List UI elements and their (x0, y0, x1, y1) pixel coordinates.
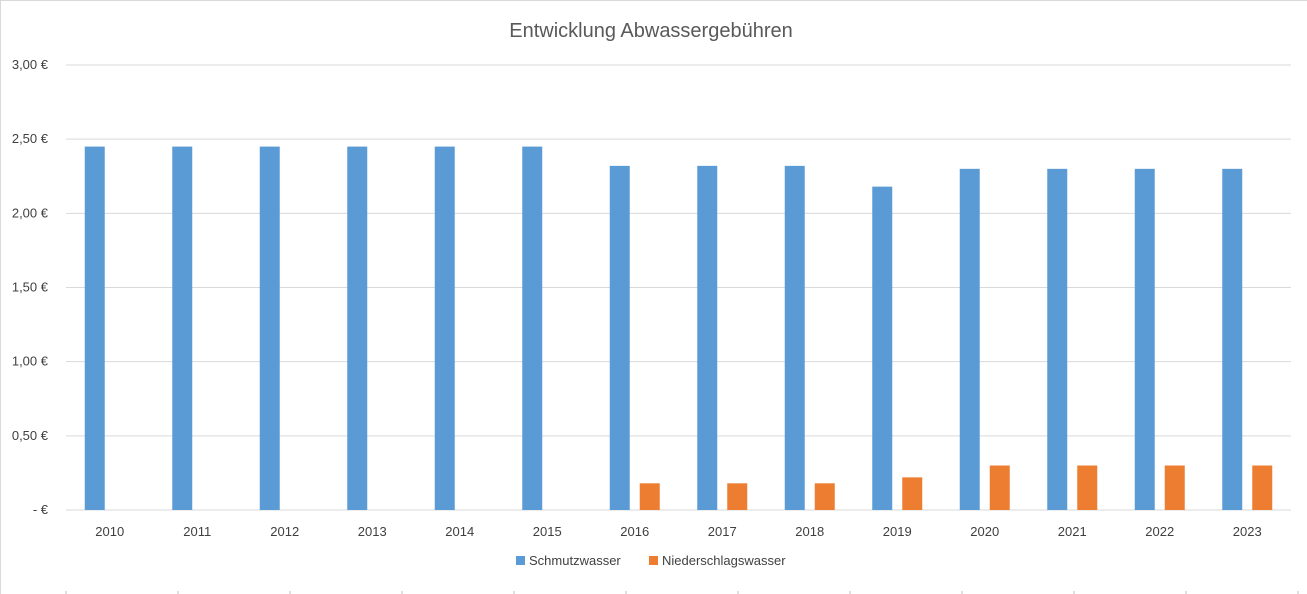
bar-niederschlagswasser-2017 (727, 483, 748, 510)
bar-niederschlagswasser-2019 (902, 477, 923, 510)
x-tick-label: 2016 (620, 524, 649, 539)
bottom-tick-marks (65, 591, 1299, 594)
x-tick-label: 2010 (95, 524, 124, 539)
bar-schmutzwasser-2017 (697, 165, 718, 510)
gridlines (66, 64, 1291, 511)
bar-schmutzwasser-2010 (84, 146, 105, 511)
bar-niederschlagswasser-2021 (1077, 465, 1098, 510)
x-tick-label: 2018 (795, 524, 824, 539)
bar-niederschlagswasser-2020 (989, 465, 1010, 510)
x-tick-label: 2023 (1233, 524, 1262, 539)
y-tick-label: 2,00 € (12, 205, 49, 220)
y-tick-label: 1,50 € (12, 280, 49, 295)
bar-niederschlagswasser-2023 (1252, 465, 1273, 510)
bar-schmutzwasser-2023 (1222, 168, 1243, 511)
x-tick-label: 2013 (358, 524, 387, 539)
x-tick-label: 2014 (445, 524, 474, 539)
x-tick-label: 2017 (708, 524, 737, 539)
y-tick-label: 1,00 € (12, 354, 49, 369)
y-tick-label: 0,50 € (12, 428, 49, 443)
bar-schmutzwasser-2021 (1047, 168, 1068, 511)
bars (84, 146, 1273, 511)
legend-swatch-schmutzwasser (516, 556, 525, 565)
y-axis-tick-labels: 3,00 € 2,50 € 2,00 € 1,50 € 1,00 € 0,50 € - € (12, 57, 49, 517)
x-tick-label: 2015 (533, 524, 562, 539)
bar-schmutzwasser-2011 (172, 146, 193, 511)
bar-schmutzwasser-2022 (1134, 168, 1155, 511)
legend-label-schmutzwasser: Schmutzwasser (529, 553, 621, 568)
y-tick-label: - € (33, 502, 49, 517)
legend-label-niederschlagswasser: Niederschlagswasser (662, 553, 786, 568)
x-tick-label: 2022 (1145, 524, 1174, 539)
bar-schmutzwasser-2014 (434, 146, 455, 511)
bar-niederschlagswasser-2022 (1164, 465, 1185, 510)
x-axis-tick-labels: 2010 2011 2012 2013 2014 2015 2016 2017 2018 2019… (95, 524, 1261, 539)
bar-niederschlagswasser-2018 (814, 483, 835, 510)
bar-schmutzwasser-2012 (259, 146, 280, 511)
x-tick-label: 2011 (183, 524, 211, 539)
x-tick-label: 2021 (1058, 524, 1087, 539)
y-tick-label: 2,50 € (12, 131, 49, 146)
bar-niederschlagswasser-2016 (639, 483, 660, 510)
legend: Schmutzwasser Niederschlagswasser (516, 553, 786, 568)
bar-schmutzwasser-2016 (609, 165, 630, 510)
y-tick-label: 3,00 € (12, 57, 49, 72)
x-tick-label: 2020 (970, 524, 999, 539)
bar-schmutzwasser-2015 (522, 146, 543, 511)
bar-schmutzwasser-2020 (959, 168, 980, 511)
x-tick-label: 2012 (270, 524, 299, 539)
x-tick-label: 2019 (883, 524, 912, 539)
bar-schmutzwasser-2019 (872, 186, 893, 510)
chart-title: Entwicklung Abwassergebühren (509, 20, 793, 42)
legend-swatch-niederschlagswasser (649, 556, 658, 565)
bar-schmutzwasser-2018 (784, 165, 805, 510)
bar-schmutzwasser-2013 (347, 146, 368, 511)
